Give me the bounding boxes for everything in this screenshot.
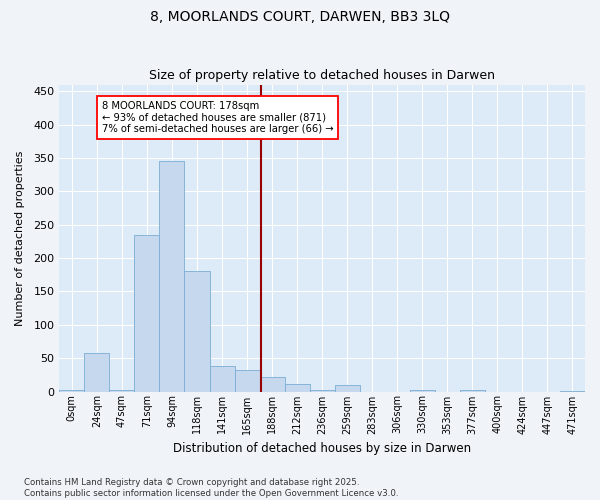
- Bar: [109, 390, 134, 392]
- Bar: [284, 384, 310, 392]
- Bar: [560, 391, 585, 392]
- Bar: [410, 390, 435, 392]
- Bar: [310, 390, 335, 392]
- Bar: [235, 370, 260, 392]
- Bar: [160, 162, 184, 392]
- Text: 8 MOORLANDS COURT: 178sqm
← 93% of detached houses are smaller (871)
7% of semi-: 8 MOORLANDS COURT: 178sqm ← 93% of detac…: [102, 101, 334, 134]
- Text: Contains HM Land Registry data © Crown copyright and database right 2025.
Contai: Contains HM Land Registry data © Crown c…: [24, 478, 398, 498]
- Bar: [209, 366, 235, 392]
- Bar: [59, 390, 85, 392]
- Bar: [335, 385, 360, 392]
- X-axis label: Distribution of detached houses by size in Darwen: Distribution of detached houses by size …: [173, 442, 471, 455]
- Bar: [460, 390, 485, 392]
- Bar: [134, 234, 160, 392]
- Bar: [184, 272, 209, 392]
- Title: Size of property relative to detached houses in Darwen: Size of property relative to detached ho…: [149, 69, 495, 82]
- Bar: [85, 354, 109, 392]
- Bar: [260, 377, 284, 392]
- Y-axis label: Number of detached properties: Number of detached properties: [15, 150, 25, 326]
- Text: 8, MOORLANDS COURT, DARWEN, BB3 3LQ: 8, MOORLANDS COURT, DARWEN, BB3 3LQ: [150, 10, 450, 24]
